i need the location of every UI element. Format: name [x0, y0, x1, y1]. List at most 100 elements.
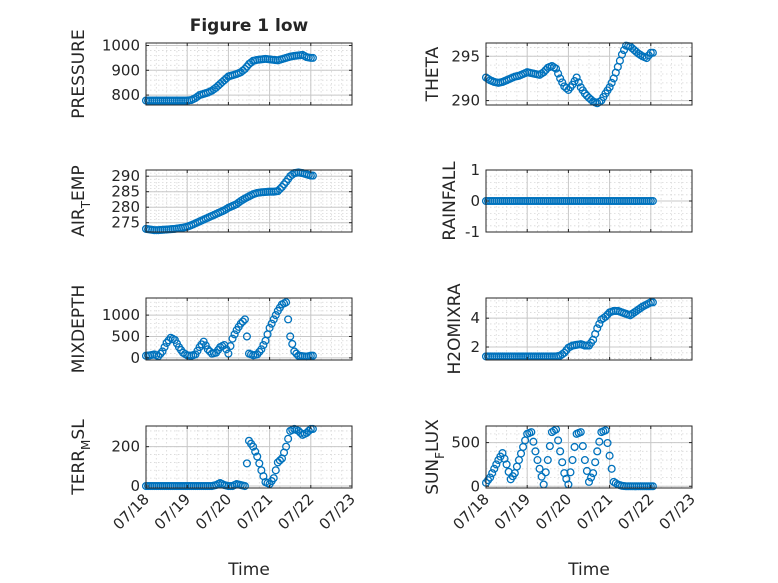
- mixdepth-ytick-label: 1000: [102, 306, 140, 324]
- mixdepth-data-point: [201, 341, 210, 350]
- sun_flux-data-point: [576, 428, 585, 437]
- mixdepth-data-point: [271, 311, 280, 320]
- theta-ytick-label: 290: [451, 92, 480, 110]
- mixdepth-data-point: [228, 334, 237, 343]
- air_temp-ylabel: AIRTEMP: [69, 165, 93, 236]
- sun_flux-data-point: [554, 436, 563, 445]
- sun_flux-xlabel: Time: [567, 560, 610, 580]
- terr_msl-xtick-label: 07/19: [151, 490, 194, 533]
- mixdepth-data-point: [284, 315, 293, 324]
- mixdepth-axes-box: [145, 297, 353, 361]
- theta-data-point: [558, 78, 567, 87]
- sun_flux-data-point: [607, 464, 616, 473]
- mixdepth-data-point: [158, 347, 167, 356]
- air_temp-ylabel-part: T: [79, 200, 93, 209]
- theta-data-point: [587, 95, 596, 104]
- mixdepth-data-point: [230, 330, 239, 339]
- mixdepth-ytick-label: 0: [130, 349, 140, 367]
- terr_msl-data-point: [255, 459, 264, 468]
- air_temp-data-point: [308, 171, 317, 180]
- pressure-ylabel: PRESSURE: [69, 29, 89, 118]
- theta-ytick-label: 295: [451, 47, 480, 65]
- air_temp-ytick-label: 285: [111, 183, 140, 201]
- terr_msl-axes: 0 200 TERRMSL: [69, 419, 353, 496]
- sun_flux-data-point: [589, 469, 598, 478]
- sun_flux-data-point: [570, 442, 579, 452]
- sun_flux-data-point: [535, 464, 544, 473]
- sun_flux-data-point: [578, 442, 587, 451]
- sun_flux-data-point: [556, 447, 565, 456]
- theta-data-point: [619, 46, 629, 55]
- sun_flux-data-point: [558, 458, 567, 467]
- theta-axes-box: [485, 42, 693, 106]
- sun_flux-data-point: [543, 456, 552, 465]
- air_temp-series: [141, 168, 317, 235]
- air_temp-plot-area: [146, 170, 352, 232]
- theta-data-point: [580, 89, 589, 98]
- terr_msl-data-point: [304, 426, 313, 435]
- mixdepth-ylabel: MIXDEPTH: [69, 285, 89, 374]
- pressure-series: [141, 50, 317, 105]
- theta-data-point: [562, 84, 571, 93]
- sun_flux-data-point: [605, 451, 614, 460]
- terr_msl-data-point: [275, 456, 284, 465]
- theta-data-point: [554, 69, 563, 78]
- theta-ylabel-part: THETA: [423, 46, 443, 102]
- rainfall-axes: -1 0 1 RAINFALL: [440, 161, 693, 241]
- rainfall-ylabel-part: RAINFALL: [440, 161, 460, 241]
- air_temp-ylabel-part: EMP: [69, 165, 89, 201]
- sun_flux-data-point: [595, 437, 604, 446]
- rainfall-ylabel: RAINFALL: [440, 161, 460, 241]
- air_temp-axes-box: [145, 169, 353, 233]
- mixdepth-ytick-label: 500: [111, 327, 140, 345]
- sun_flux-data-point: [601, 426, 610, 435]
- sun_flux-data-point: [545, 442, 554, 451]
- mixdepth-data-point: [259, 340, 268, 350]
- theta-data-point: [574, 78, 583, 87]
- pressure-data-point: [222, 74, 231, 83]
- terr_msl-data-point: [269, 474, 278, 483]
- pressure-axes-box: [145, 42, 353, 106]
- rainfall-data-point: [648, 196, 657, 206]
- theta-axes: 290 295 THETA: [423, 41, 693, 110]
- mixdepth-data-point: [308, 351, 317, 360]
- sun_flux-data-point: [584, 477, 594, 486]
- sun_flux-data-point: [488, 469, 497, 478]
- h2omixra-data-point: [593, 324, 602, 333]
- h2omixra-data-point: [601, 312, 610, 321]
- sun_flux-data-point: [531, 447, 540, 456]
- air_temp-ytick-label: 275: [111, 214, 140, 232]
- theta-data-point: [539, 68, 548, 77]
- mixdepth-data-point: [242, 332, 251, 341]
- theta-data-point: [582, 91, 591, 100]
- theta-data-point: [607, 78, 616, 87]
- sun_flux-ytick-label: 500: [451, 434, 480, 452]
- theta-data-point: [605, 83, 614, 92]
- mixdepth-data-point: [226, 342, 235, 351]
- pressure-ytick-label: 1000: [102, 36, 140, 54]
- terr_msl-data-point: [240, 481, 249, 491]
- terr_msl-data-point: [253, 452, 262, 461]
- sun_flux-data-point: [529, 437, 538, 446]
- terr_msl-ylabel-part: SL: [69, 419, 89, 440]
- h2omixra-plot-area: [486, 298, 692, 360]
- sun_flux-axes-box: [485, 425, 693, 489]
- sun_flux-data-point: [568, 456, 577, 465]
- sun_flux-ylabel: SUNFLUX: [423, 419, 447, 495]
- sun_flux-data-point: [580, 456, 589, 465]
- air_temp-ytick-label: 290: [111, 167, 140, 185]
- terr_msl-xtick-label: 07/20: [192, 490, 235, 533]
- terr_msl-plot-area: [146, 426, 352, 488]
- mixdepth-data-point: [240, 315, 249, 324]
- mixdepth-data-point: [224, 349, 233, 358]
- mixdepth-data-point: [160, 343, 169, 352]
- sun_flux-data-point: [492, 460, 501, 469]
- sun_flux-data-point: [502, 460, 511, 469]
- terr_msl-ytick-label: 0: [130, 477, 140, 495]
- sun_flux-data-point: [490, 464, 499, 473]
- sun_flux-data-point: [593, 447, 602, 456]
- sun_flux-xtick-label: 07/20: [532, 490, 575, 533]
